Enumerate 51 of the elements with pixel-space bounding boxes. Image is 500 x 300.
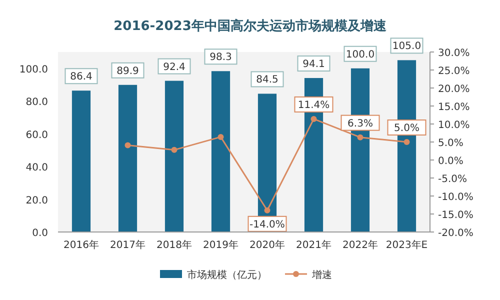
data-label: -14.0% — [250, 219, 285, 230]
y-tick-label: 100.0 — [19, 64, 48, 76]
y2-tick-label: -10.0% — [438, 192, 474, 203]
point — [171, 146, 178, 153]
y2-tick-label: -15.0% — [438, 210, 474, 221]
data-label: 92.4 — [163, 62, 186, 73]
y-tick-label: 60.0 — [26, 130, 48, 141]
y2-tick-label: 30.0% — [438, 48, 470, 59]
y2-tick-label: 20.0% — [438, 84, 470, 95]
point — [310, 116, 317, 122]
x-tick-label: 2017年 — [110, 239, 146, 251]
legend-label: 市场规模（亿元） — [187, 269, 267, 281]
bar — [118, 84, 138, 232]
data-label: 98.3 — [210, 52, 232, 64]
x-tick-label: 2018年 — [156, 239, 192, 251]
x-tick-label: 2019年 — [203, 239, 238, 251]
x-tick-label: 2022年 — [342, 239, 378, 251]
point — [264, 207, 270, 214]
point — [357, 134, 364, 140]
y-tick-label: 80.0 — [26, 97, 48, 108]
y2-tick-label: -5.0% — [438, 174, 468, 185]
y-tick-label: 20.0 — [26, 195, 48, 206]
y2-tick-label: -20.0% — [438, 228, 474, 239]
point — [124, 142, 131, 148]
bar — [211, 71, 230, 232]
point — [218, 134, 224, 140]
y2-tick-label: 5.0% — [438, 138, 464, 149]
y-tick-label: 0.0 — [32, 228, 48, 239]
chart-title: 2016-2023年中国高尔夫运动市场规模及增速 — [114, 18, 388, 34]
x-tick-label: 2021年 — [296, 239, 332, 251]
bar — [72, 90, 91, 232]
y2-tick-label: 15.0% — [438, 102, 470, 113]
legend-label: 增速 — [311, 269, 332, 281]
y-tick-label: 40.0 — [26, 162, 48, 174]
data-label: 6.3% — [348, 118, 373, 130]
data-label: 86.4 — [70, 72, 92, 83]
data-label: 84.5 — [256, 74, 278, 86]
data-label: 94.1 — [302, 59, 325, 70]
x-tick-label: 2016年 — [64, 239, 99, 251]
y2-tick-label: 25.0% — [438, 66, 470, 77]
data-label: 100.0 — [346, 49, 375, 60]
data-label: 89.9 — [116, 66, 139, 77]
data-label: 5.0% — [394, 123, 420, 134]
point — [404, 139, 410, 145]
y2-tick-label: 0.0% — [438, 156, 464, 167]
bar — [164, 80, 184, 232]
data-label: 105.0 — [392, 41, 422, 52]
y2-tick-label: 10.0% — [438, 120, 470, 131]
x-tick-label: 2023年E — [386, 239, 428, 251]
x-tick-label: 2020年 — [250, 239, 285, 251]
data-label: 11.4% — [298, 100, 330, 111]
